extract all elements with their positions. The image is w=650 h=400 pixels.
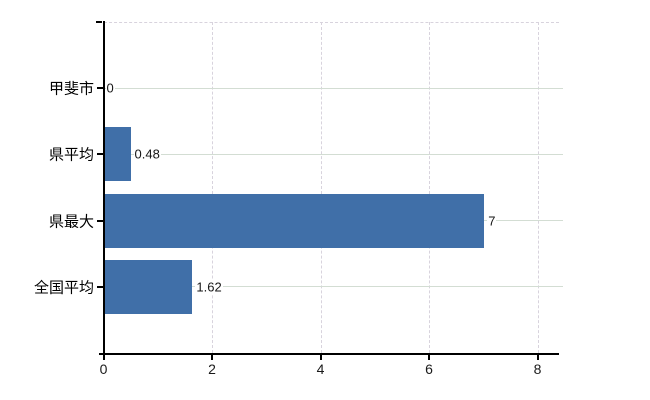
bar-value-label: 0 — [105, 80, 115, 96]
y-axis-line — [102, 21, 105, 354]
x-axis-tick — [428, 354, 430, 360]
category-label: 全国平均 — [33, 279, 94, 297]
x-axis-tick — [536, 354, 539, 360]
vertical-gridline — [429, 22, 430, 353]
x-axis-tick — [319, 354, 322, 360]
x-tick-label: 4 — [316, 361, 325, 377]
y-axis-tick — [96, 153, 103, 156]
x-tick-label: 2 — [208, 361, 216, 377]
bar — [104, 259, 193, 314]
horizontal-gridline — [103, 286, 563, 288]
x-axis-line — [99, 352, 559, 355]
x-tick-label: 6 — [425, 361, 433, 377]
y-axis-tick — [96, 285, 103, 288]
vertical-gridline — [212, 22, 213, 353]
bar — [104, 193, 485, 248]
category-label: 県平均 — [48, 146, 94, 164]
plot-top-border — [103, 22, 559, 23]
vertical-gridline — [537, 22, 539, 353]
bar-value-label: 0.48 — [133, 146, 161, 162]
bar-value-label: 1.62 — [195, 279, 223, 295]
bar-value-label: 7 — [487, 213, 497, 229]
x-axis-tick — [211, 354, 213, 360]
bar — [104, 127, 131, 182]
vertical-gridline — [320, 22, 322, 353]
y-axis-tick — [96, 87, 103, 90]
category-label: 県最大 — [48, 213, 94, 231]
category-label: 甲斐市 — [48, 80, 94, 98]
y-axis-end-tick — [95, 21, 102, 23]
horizontal-gridline — [103, 153, 563, 155]
x-tick-label: 0 — [99, 361, 108, 377]
x-tick-label: 8 — [533, 361, 542, 377]
horizontal-gridline — [103, 87, 563, 89]
x-axis-tick — [102, 354, 105, 360]
y-axis-tick — [96, 219, 103, 222]
